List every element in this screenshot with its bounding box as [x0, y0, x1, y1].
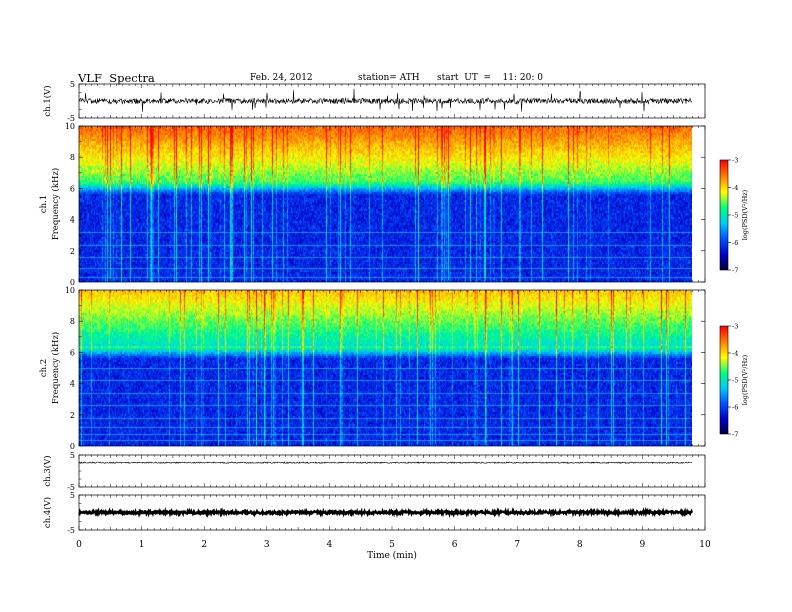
ch2-spectrogram-ytick-label: 4: [70, 380, 75, 389]
ch1-spectrogram-colorbar-tick-label: -3: [732, 157, 738, 165]
header-date: Feb. 24, 2012: [250, 73, 313, 83]
ch1-spectrogram-colorbar: [720, 160, 728, 270]
ch2-spectrogram-ytick-label: 0: [70, 442, 75, 451]
ch1-spectrogram-colorbar-tick-label: -6: [732, 239, 738, 247]
ch1-waveform-trace: [78, 88, 693, 112]
x-axis-label: Time (min): [367, 550, 417, 561]
ch2-spectrogram-ytick-label: 2: [70, 411, 75, 420]
ch1-spectrogram-image: [79, 126, 692, 282]
ch2-spectrogram-colorbar-tick-label: -5: [732, 377, 738, 385]
ch3-waveform-ylabel: ch.3(V): [42, 455, 53, 486]
ch2-spectrogram-colorbar-tick-label: -7: [732, 431, 738, 439]
ch3-waveform-ytick-label: 5: [70, 451, 75, 460]
x-tick-label: 8: [577, 540, 583, 550]
x-tick-label: 6: [452, 540, 458, 550]
ch3-waveform-trace: [78, 461, 693, 464]
ch1-spectrogram-colorbar-tick-label: -7: [732, 267, 738, 275]
ch1-spectrogram-ylabel: ch.1: [39, 195, 49, 213]
ch1-spectrogram-colorbar-tick-label: -4: [732, 184, 738, 192]
figure-title: VLF Spectra: [78, 71, 155, 85]
ch2-spectrogram-colorbar-tick-label: -6: [732, 404, 738, 412]
ch1-spectrogram-ytick-label: 2: [70, 247, 75, 256]
ch1-waveform-ylabel: ch.1(V): [42, 85, 53, 116]
x-tick-label: 4: [327, 540, 333, 550]
ch2-spectrogram-image: [79, 290, 692, 446]
ch2-spectrogram-ylabel: ch.2: [39, 359, 49, 377]
ch1-spectrogram-ytick-label: 4: [70, 216, 75, 225]
ch1-spectrogram-ylabel: Frequency (kHz): [50, 168, 61, 240]
x-tick-label: 0: [76, 540, 82, 550]
ch3-waveform-frame: [78, 454, 706, 488]
ch2-spectrogram-ytick-label: 6: [70, 348, 75, 357]
header-station: station= ATH: [358, 73, 420, 83]
ch1-spectrogram-colorbar-label: log(PSD(V²/Hz): [741, 189, 749, 240]
x-tick-label: 5: [389, 540, 395, 550]
ch2-spectrogram-ytick-label: 10: [65, 286, 75, 295]
ch2-spectrogram-ylabel: Frequency (kHz): [50, 332, 61, 404]
ch1-spectrogram-ytick-label: 10: [65, 122, 75, 131]
ch1-waveform-ytick-label: -5: [67, 114, 75, 123]
ch1-spectrogram-ytick-label: 0: [70, 278, 75, 287]
ch2-spectrogram-colorbar-label: log(PSD(V²/Hz): [741, 354, 749, 405]
ch4-waveform-ytick-label: -5: [67, 526, 75, 535]
ch4-waveform-ytick-label: 5: [70, 491, 75, 500]
ch3-waveform-ytick-label: -5: [67, 483, 75, 492]
ch2-spectrogram-ytick-label: 8: [70, 317, 75, 326]
ch1-waveform-ytick-label: 5: [70, 80, 75, 89]
ch4-waveform-ylabel: ch.4(V): [42, 497, 53, 528]
x-tick-label: 7: [514, 540, 520, 550]
x-tick-label: 1: [139, 540, 145, 550]
x-tick-label: 2: [201, 540, 207, 550]
ch4-waveform-trace: [78, 506, 694, 519]
ch1-spectrogram-ytick-label: 6: [70, 184, 75, 193]
ch2-spectrogram-colorbar: [720, 326, 728, 434]
x-tick-label: 9: [640, 540, 646, 550]
header-start-time: start UT = 11: 20: 0: [437, 73, 543, 83]
x-tick-label: 10: [699, 540, 711, 550]
ch1-spectrogram-ytick-label: 8: [70, 153, 75, 162]
ch2-spectrogram-colorbar-tick-label: -3: [732, 323, 738, 331]
x-tick-label: 3: [264, 540, 270, 550]
ch2-spectrogram-colorbar-tick-label: -4: [732, 350, 738, 358]
ch1-spectrogram-colorbar-tick-label: -5: [732, 212, 738, 220]
